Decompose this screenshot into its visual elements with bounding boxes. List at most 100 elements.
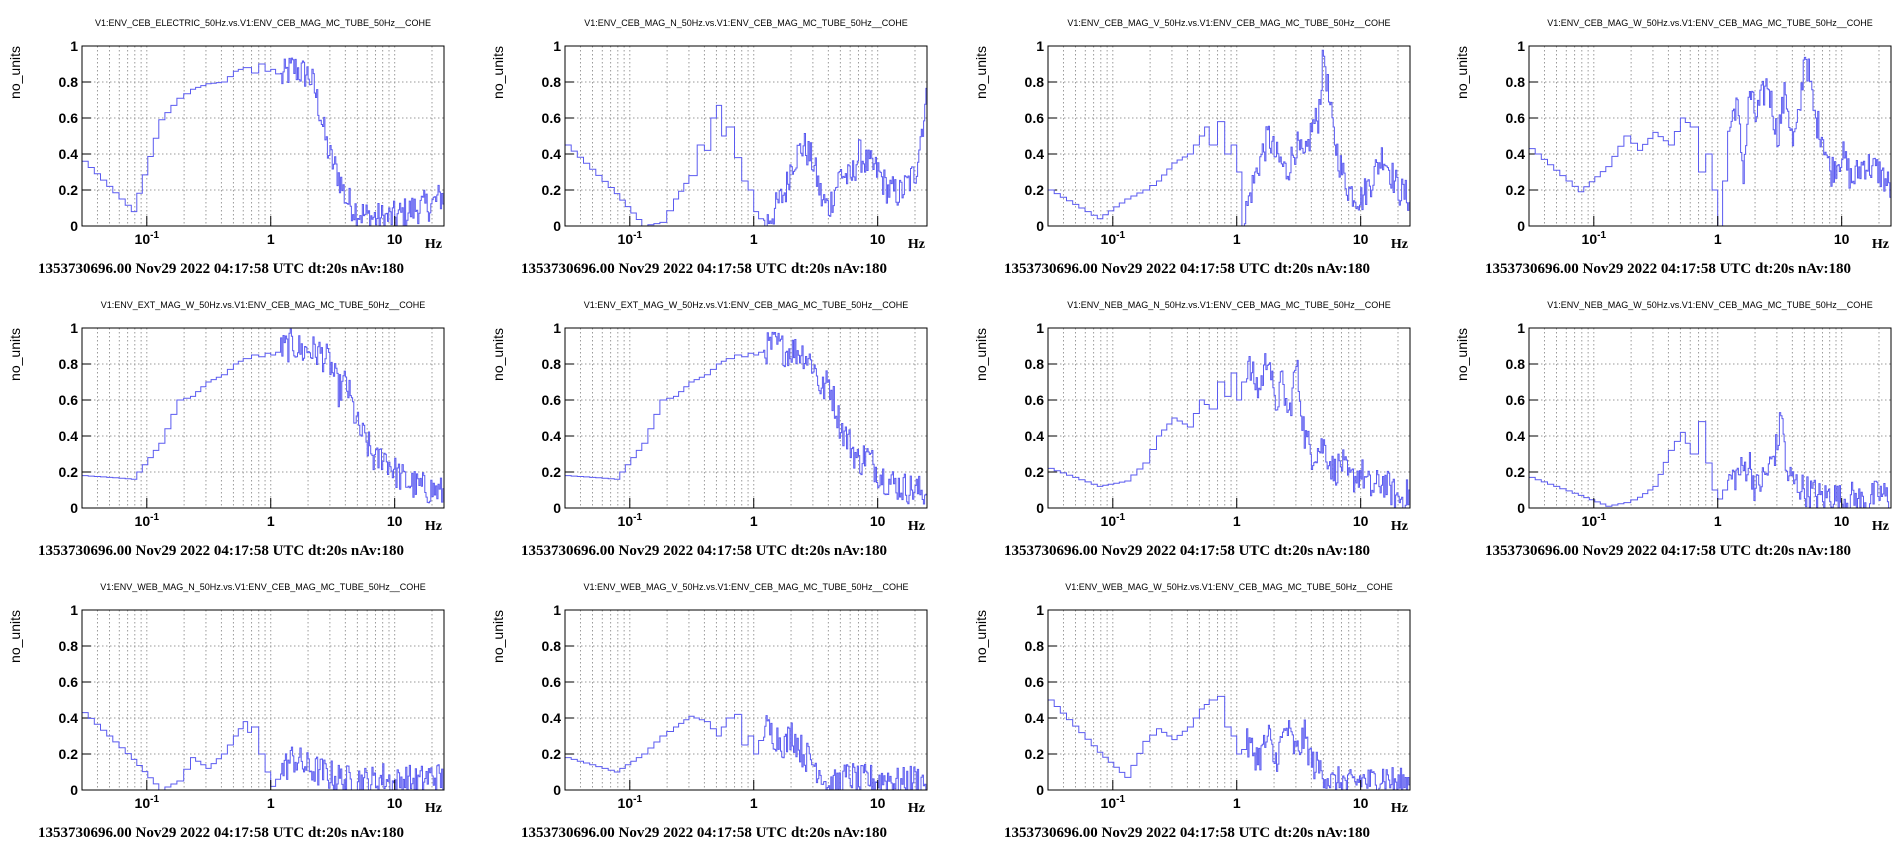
panel-svg: V1:ENV_WEB_MAG_V_50Hz.vs.V1:ENV_CEB_MAG_…: [490, 582, 928, 841]
y-tick-label: 0: [70, 782, 78, 798]
panel-title: V1:ENV_EXT_MAG_W_50Hz.vs.V1:ENV_CEB_MAG_…: [584, 300, 909, 310]
x-axis-unit: Hz: [908, 519, 925, 534]
x-tick-label: 10-1: [135, 230, 160, 247]
gridlines: [1048, 46, 1410, 226]
y-axis-label: no_units: [973, 328, 989, 381]
panel-svg: V1:ENV_CEB_ELECTRIC_50Hz.vs.V1:ENV_CEB_M…: [7, 18, 445, 277]
coherence-panel-6: V1:ENV_EXT_MAG_W_50Hz.vs.V1:ENV_CEB_MAG_…: [483, 296, 963, 578]
y-tick-label: 0.8: [542, 356, 562, 372]
y-tick-label: 0: [70, 218, 78, 234]
coherence-panel-7: V1:ENV_NEB_MAG_N_50Hz.vs.V1:ENV_CEB_MAG_…: [966, 296, 1446, 578]
panel-title: V1:ENV_CEB_ELECTRIC_50Hz.vs.V1:ENV_CEB_M…: [95, 18, 431, 28]
y-tick-label: 0.8: [542, 74, 562, 90]
y-tick-label: 0.6: [1025, 110, 1045, 126]
x-axis-unit: Hz: [1391, 519, 1408, 534]
panel-footer: 1353730696.00 Nov29 2022 04:17:58 UTC dt…: [38, 543, 404, 559]
y-tick-label: 0.4: [1025, 428, 1045, 444]
plot-frame: [1047, 609, 1411, 791]
x-tick-label: 1: [750, 231, 758, 247]
x-axis-unit: Hz: [908, 237, 925, 252]
panel-footer: 1353730696.00 Nov29 2022 04:17:58 UTC dt…: [1485, 543, 1851, 559]
coherence-panel-3: V1:ENV_CEB_MAG_V_50Hz.vs.V1:ENV_CEB_MAG_…: [966, 14, 1446, 296]
gridlines: [1048, 610, 1410, 790]
y-tick-label: 0.4: [1025, 146, 1045, 162]
panel-title: V1:ENV_NEB_MAG_W_50Hz.vs.V1:ENV_CEB_MAG_…: [1547, 300, 1873, 310]
x-tick-label: 10-1: [1101, 230, 1126, 247]
coherence-panel-4: V1:ENV_CEB_MAG_W_50Hz.vs.V1:ENV_CEB_MAG_…: [1447, 14, 1901, 296]
plot-frame: [564, 327, 928, 509]
x-tick-label: 10-1: [135, 512, 160, 529]
gridlines: [565, 610, 927, 790]
panel-footer: 1353730696.00 Nov29 2022 04:17:58 UTC dt…: [38, 825, 404, 841]
x-tick-label: 10-1: [1582, 512, 1607, 529]
x-tick-label: 10-1: [618, 794, 643, 811]
panel-footer: 1353730696.00 Nov29 2022 04:17:58 UTC dt…: [1485, 261, 1851, 277]
y-axis-label: no_units: [490, 610, 506, 663]
plot-frame: [564, 609, 928, 791]
y-tick-label: 0.4: [59, 710, 79, 726]
panel-svg: V1:ENV_CEB_MAG_V_50Hz.vs.V1:ENV_CEB_MAG_…: [973, 18, 1411, 277]
y-tick-label: 0.4: [1506, 146, 1526, 162]
panel-title: V1:ENV_WEB_MAG_V_50Hz.vs.V1:ENV_CEB_MAG_…: [583, 582, 908, 592]
x-tick-label: 1: [1233, 795, 1241, 811]
y-tick-label: 0.6: [542, 392, 562, 408]
gridlines: [82, 328, 444, 508]
y-tick-label: 1: [1517, 38, 1525, 54]
x-axis-unit: Hz: [1872, 519, 1889, 534]
x-tick-label: 1: [750, 795, 758, 811]
panel-footer: 1353730696.00 Nov29 2022 04:17:58 UTC dt…: [1004, 261, 1370, 277]
y-axis-label: no_units: [7, 46, 23, 99]
y-tick-label: 1: [1036, 602, 1044, 618]
x-tick-label: 1: [267, 513, 275, 529]
y-tick-label: 0: [553, 782, 561, 798]
x-tick-label: 1: [1714, 513, 1722, 529]
x-tick-label: 10-1: [1101, 512, 1126, 529]
y-tick-label: 1: [70, 38, 78, 54]
y-tick-label: 0.6: [542, 674, 562, 690]
coherence-trace: [1529, 56, 1891, 227]
plot-frame: [1528, 45, 1892, 227]
y-tick-label: 0.8: [542, 638, 562, 654]
plot-frame: [1528, 327, 1892, 509]
y-tick-label: 0.8: [1025, 356, 1045, 372]
x-tick-label: 10: [1353, 513, 1369, 529]
x-tick-label: 10-1: [135, 794, 160, 811]
y-tick-label: 0.4: [59, 428, 79, 444]
y-axis-label: no_units: [490, 328, 506, 381]
y-tick-label: 0.2: [59, 464, 79, 480]
coherence-trace: [1529, 412, 1891, 509]
y-tick-label: 0.6: [1025, 674, 1045, 690]
panel-footer: 1353730696.00 Nov29 2022 04:17:58 UTC dt…: [521, 543, 887, 559]
y-tick-label: 0.2: [1025, 464, 1045, 480]
y-tick-label: 1: [553, 602, 561, 618]
y-tick-label: 0.8: [1506, 74, 1526, 90]
x-tick-label: 10: [870, 513, 886, 529]
panel-footer: 1353730696.00 Nov29 2022 04:17:58 UTC dt…: [1004, 543, 1370, 559]
y-tick-label: 1: [1517, 320, 1525, 336]
y-tick-label: 0.4: [542, 428, 562, 444]
coherence-trace: [565, 87, 927, 227]
y-tick-label: 0.2: [1506, 182, 1526, 198]
y-tick-label: 0.4: [1506, 428, 1526, 444]
y-tick-label: 0.8: [59, 638, 79, 654]
y-tick-label: 0.6: [59, 110, 79, 126]
y-tick-label: 0.2: [542, 182, 562, 198]
y-tick-label: 0.2: [542, 746, 562, 762]
y-tick-label: 0.6: [59, 674, 79, 690]
panel-title: V1:ENV_WEB_MAG_W_50Hz.vs.V1:ENV_CEB_MAG_…: [1065, 582, 1393, 592]
panel-svg: V1:ENV_NEB_MAG_W_50Hz.vs.V1:ENV_CEB_MAG_…: [1454, 300, 1892, 559]
panel-footer: 1353730696.00 Nov29 2022 04:17:58 UTC dt…: [38, 261, 404, 277]
coherence-panel-9: V1:ENV_WEB_MAG_N_50Hz.vs.V1:ENV_CEB_MAG_…: [0, 578, 480, 860]
coherence-trace: [82, 712, 444, 791]
panel-title: V1:ENV_NEB_MAG_N_50Hz.vs.V1:ENV_CEB_MAG_…: [1067, 300, 1391, 310]
coherence-panel-11: V1:ENV_WEB_MAG_W_50Hz.vs.V1:ENV_CEB_MAG_…: [966, 578, 1446, 860]
x-tick-label: 10: [387, 513, 403, 529]
panel-footer: 1353730696.00 Nov29 2022 04:17:58 UTC dt…: [521, 825, 887, 841]
x-tick-label: 10: [1353, 795, 1369, 811]
y-tick-label: 0.8: [1025, 638, 1045, 654]
plot-frame: [81, 45, 445, 227]
x-axis-unit: Hz: [1391, 237, 1408, 252]
panel-title: V1:ENV_WEB_MAG_N_50Hz.vs.V1:ENV_CEB_MAG_…: [100, 582, 426, 592]
gridlines: [1529, 46, 1891, 226]
